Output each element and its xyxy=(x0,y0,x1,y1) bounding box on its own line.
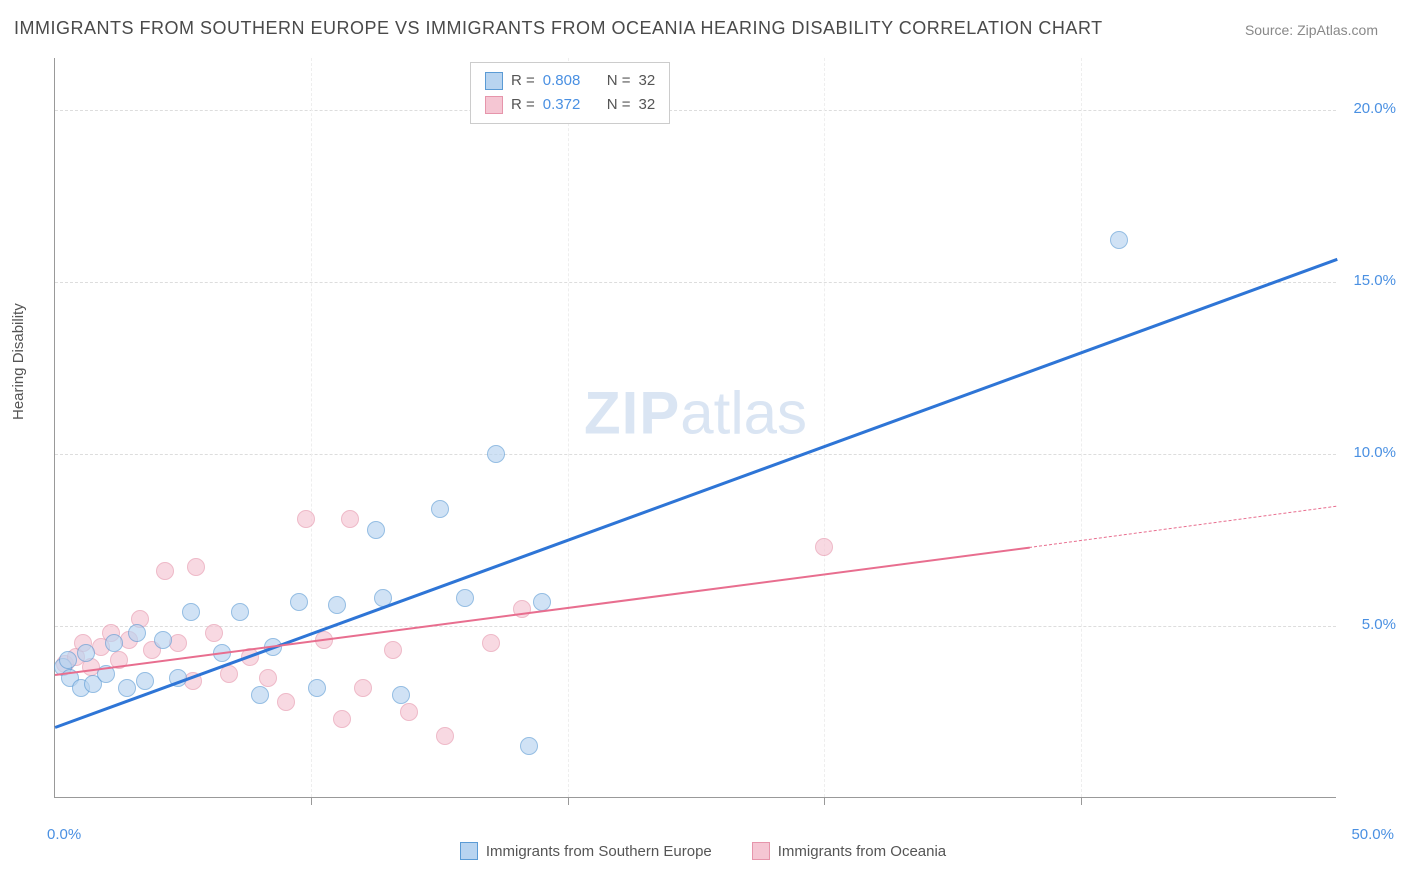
scatter-point xyxy=(156,562,174,580)
scatter-point xyxy=(59,651,77,669)
n-value: 32 xyxy=(639,93,656,117)
x-tick xyxy=(1081,797,1082,805)
y-tick-label: 5.0% xyxy=(1362,616,1396,633)
gridline-horizontal xyxy=(55,282,1336,283)
scatter-point xyxy=(815,538,833,556)
scatter-point xyxy=(259,669,277,687)
x-tick xyxy=(824,797,825,805)
x-tick xyxy=(568,797,569,805)
scatter-point xyxy=(482,634,500,652)
n-label: N = xyxy=(607,93,631,117)
scatter-point xyxy=(154,631,172,649)
y-tick-label: 10.0% xyxy=(1353,444,1396,461)
y-tick-label: 15.0% xyxy=(1353,272,1396,289)
scatter-point xyxy=(328,596,346,614)
legend-series-label: Immigrants from Oceania xyxy=(778,843,946,860)
gridline-horizontal xyxy=(55,626,1336,627)
scatter-point xyxy=(520,737,538,755)
scatter-point xyxy=(290,593,308,611)
legend-series-label: Immigrants from Southern Europe xyxy=(486,843,712,860)
scatter-point xyxy=(136,672,154,690)
scatter-point xyxy=(169,634,187,652)
scatter-point xyxy=(187,558,205,576)
scatter-point xyxy=(182,603,200,621)
scatter-point xyxy=(367,521,385,539)
trend-line xyxy=(55,258,1338,728)
watermark: ZIPatlas xyxy=(584,378,807,447)
scatter-point xyxy=(384,641,402,659)
scatter-point xyxy=(436,727,454,745)
scatter-point xyxy=(354,679,372,697)
n-label: N = xyxy=(607,69,631,93)
r-value: 0.808 xyxy=(543,69,591,93)
n-value: 32 xyxy=(639,69,656,93)
watermark-light: atlas xyxy=(680,379,807,446)
gridline-vertical xyxy=(568,58,569,797)
x-label-right: 50.0% xyxy=(1351,826,1394,843)
trend-line xyxy=(1029,505,1337,547)
legend-correlation-box: R = 0.808 N = 32 R = 0.372 N = 32 xyxy=(470,62,670,124)
r-label: R = xyxy=(511,69,535,93)
legend-series-item: Immigrants from Oceania xyxy=(752,842,946,860)
x-label-left: 0.0% xyxy=(47,826,81,843)
y-axis-title: Hearing Disability xyxy=(10,303,27,420)
scatter-point xyxy=(297,510,315,528)
scatter-point xyxy=(105,634,123,652)
scatter-point xyxy=(431,500,449,518)
gridline-vertical xyxy=(1081,58,1082,797)
r-label: R = xyxy=(511,93,535,117)
legend-swatch xyxy=(460,842,478,860)
legend-series-item: Immigrants from Southern Europe xyxy=(460,842,712,860)
legend-swatch xyxy=(485,96,503,114)
gridline-horizontal xyxy=(55,110,1336,111)
scatter-point xyxy=(341,510,359,528)
y-tick-label: 20.0% xyxy=(1353,100,1396,117)
gridline-horizontal xyxy=(55,454,1336,455)
scatter-point xyxy=(205,624,223,642)
scatter-point xyxy=(128,624,146,642)
scatter-point xyxy=(308,679,326,697)
x-tick xyxy=(311,797,312,805)
scatter-point xyxy=(400,703,418,721)
legend-series: Immigrants from Southern Europe Immigrant… xyxy=(0,842,1406,860)
chart-plot-area: ZIPatlas 5.0%10.0%15.0%20.0%0.0%50.0% xyxy=(54,58,1336,798)
chart-title: IMMIGRANTS FROM SOUTHERN EUROPE VS IMMIG… xyxy=(14,18,1103,39)
scatter-point xyxy=(277,693,295,711)
watermark-bold: ZIP xyxy=(584,379,680,446)
scatter-point xyxy=(220,665,238,683)
scatter-point xyxy=(77,644,95,662)
scatter-point xyxy=(118,679,136,697)
scatter-point xyxy=(251,686,269,704)
source-label: Source: ZipAtlas.com xyxy=(1245,22,1378,38)
scatter-point xyxy=(333,710,351,728)
scatter-point xyxy=(456,589,474,607)
legend-swatch xyxy=(485,72,503,90)
gridline-vertical xyxy=(824,58,825,797)
scatter-point xyxy=(487,445,505,463)
scatter-point xyxy=(533,593,551,611)
legend-swatch xyxy=(752,842,770,860)
scatter-point xyxy=(1110,231,1128,249)
legend-correlation-row: R = 0.372 N = 32 xyxy=(485,93,655,117)
scatter-point xyxy=(392,686,410,704)
r-value: 0.372 xyxy=(543,93,591,117)
scatter-point xyxy=(231,603,249,621)
legend-correlation-row: R = 0.808 N = 32 xyxy=(485,69,655,93)
